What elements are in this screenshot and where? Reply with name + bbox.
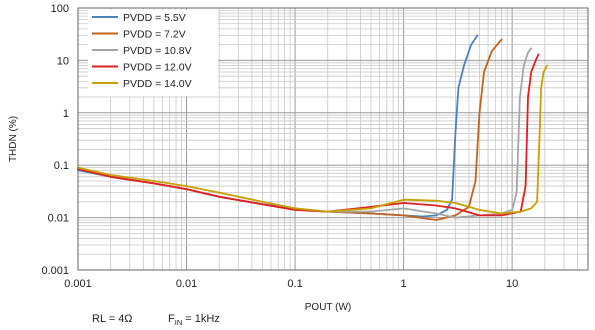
input-frequency-note: FIN = 1kHz: [168, 313, 220, 327]
y-tick-label: 0.1: [54, 160, 69, 172]
series-line-4: [77, 53, 540, 217]
y-tick-label: 1: [63, 108, 69, 120]
fin-subscript: IN: [175, 318, 183, 327]
load-resistance-note: RL = 4Ω: [92, 313, 133, 325]
legend: PVDD = 5.5V PVDD = 7.2V PVDD = 10.8V PVDD =…: [88, 10, 218, 96]
plot-frame: [77, 7, 589, 271]
y-tick-label: 10: [57, 55, 69, 67]
y-axis-label: THDN (%): [8, 116, 19, 162]
legend-entry-3: PVDD = 10.8V: [123, 45, 192, 57]
x-tick-label: 0.001: [64, 278, 92, 290]
series-lines: [77, 34, 548, 221]
legend-entry-2: PVDD = 7.2V: [123, 29, 186, 41]
fin-symbol: F: [168, 313, 175, 325]
legend-box: [88, 10, 218, 96]
legend-entry-5: PVDD = 14.0V: [123, 78, 192, 90]
tick-labels: 0.001 0.01 0.1 1 10 0.001 0.01 0.1 1 10 100: [41, 3, 518, 290]
legend-entry-1: PVDD = 5.5V: [123, 12, 186, 24]
x-tick-label: 0.01: [176, 278, 197, 290]
x-tick-label: 0.1: [287, 278, 302, 290]
x-axis-label: POUT (W): [305, 302, 351, 313]
legend-entry-4: PVDD = 12.0V: [123, 62, 192, 74]
x-tick-label: 10: [506, 278, 518, 290]
y-tick-label: 0.01: [48, 213, 69, 225]
fin-value: = 1kHz: [182, 313, 220, 325]
y-tick-label: 0.001: [41, 265, 69, 277]
series-line-5: [77, 64, 548, 215]
x-tick-label: 1: [401, 278, 407, 290]
y-tick-label: 100: [51, 3, 69, 15]
